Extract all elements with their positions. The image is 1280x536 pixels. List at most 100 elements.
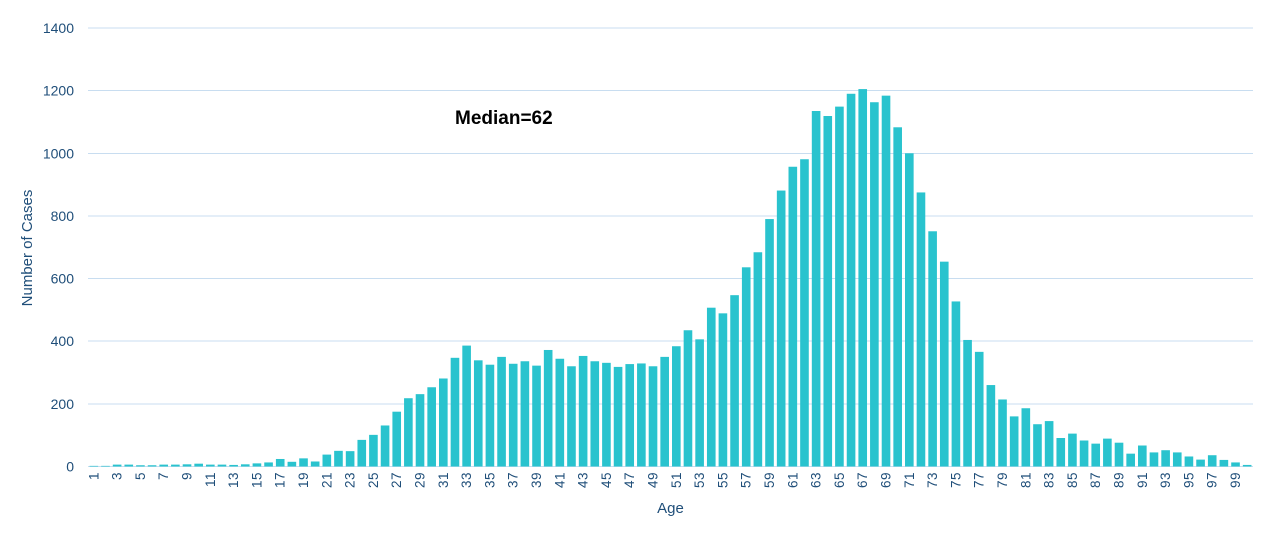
x-tick-label: 41 xyxy=(552,472,567,488)
bar xyxy=(1126,453,1135,467)
bar xyxy=(1161,450,1170,467)
x-tick-label: 33 xyxy=(459,472,474,488)
bar xyxy=(147,465,157,467)
x-tick-label: 37 xyxy=(506,472,521,488)
bar xyxy=(1056,438,1066,467)
x-tick-label: 45 xyxy=(599,472,614,488)
bar xyxy=(508,363,518,467)
bar xyxy=(473,360,483,467)
x-tick-label: 9 xyxy=(180,472,195,480)
bar xyxy=(345,451,355,467)
x-tick-label: 15 xyxy=(249,472,264,488)
bar xyxy=(89,465,99,467)
x-tick-label: 87 xyxy=(1088,472,1103,488)
x-tick-label: 91 xyxy=(1135,472,1150,488)
bar xyxy=(753,252,763,467)
bar xyxy=(194,463,203,467)
bar xyxy=(1207,455,1217,467)
bar xyxy=(858,89,868,467)
bar xyxy=(439,378,448,467)
bar xyxy=(823,116,833,467)
bar xyxy=(1184,456,1194,467)
bar xyxy=(718,313,728,467)
y-tick-label: 600 xyxy=(51,271,75,287)
x-tick-label: 35 xyxy=(482,472,497,488)
bar xyxy=(695,339,704,467)
bar xyxy=(532,365,541,467)
bar xyxy=(637,363,646,467)
bar xyxy=(136,465,145,467)
y-tick-label: 400 xyxy=(51,333,75,349)
bar xyxy=(905,153,914,467)
bar xyxy=(101,465,110,467)
x-tick-label: 61 xyxy=(785,472,800,488)
bar xyxy=(660,356,669,467)
bar xyxy=(369,434,378,467)
x-tick-label: 23 xyxy=(343,472,358,488)
bar xyxy=(963,339,972,467)
x-axis-title: Age xyxy=(657,500,684,517)
x-tick-label: 67 xyxy=(855,472,870,488)
bar xyxy=(706,307,716,467)
bar xyxy=(124,464,134,467)
x-tick-label: 99 xyxy=(1228,472,1243,488)
bar xyxy=(1219,459,1229,467)
bar xyxy=(1033,424,1042,467)
bar xyxy=(986,385,996,467)
x-tick-label: 95 xyxy=(1181,472,1196,488)
x-tick-label: 7 xyxy=(156,472,171,480)
bar xyxy=(310,461,320,467)
bar xyxy=(567,366,576,467)
bar xyxy=(322,454,332,467)
bar xyxy=(765,219,774,467)
bar xyxy=(870,102,879,467)
bar xyxy=(171,464,180,467)
bar xyxy=(1044,421,1054,467)
bar xyxy=(741,267,751,467)
bar xyxy=(404,398,413,467)
bar xyxy=(1231,462,1240,467)
bar xyxy=(998,399,1007,467)
x-tick-label: 13 xyxy=(226,472,241,488)
x-tick-label: 83 xyxy=(1042,472,1057,488)
x-tick-label: 57 xyxy=(739,472,754,488)
bar xyxy=(590,361,600,467)
bar xyxy=(380,425,390,467)
bar xyxy=(835,106,844,467)
y-tick-label: 1400 xyxy=(43,20,74,36)
bar xyxy=(846,93,856,467)
x-tick-label: 43 xyxy=(576,472,591,488)
bar xyxy=(730,295,739,467)
bar xyxy=(1021,408,1031,467)
bar xyxy=(916,192,926,467)
bar xyxy=(462,345,471,467)
x-tick-label: 97 xyxy=(1205,472,1220,488)
y-tick-label: 1200 xyxy=(43,83,74,99)
x-tick-label: 79 xyxy=(995,472,1010,488)
bar xyxy=(881,95,891,467)
x-tick-label: 21 xyxy=(319,472,334,488)
bar xyxy=(974,351,984,467)
bar xyxy=(334,450,343,467)
bar xyxy=(1103,438,1112,467)
bar xyxy=(613,366,623,467)
x-tick-label: 63 xyxy=(809,472,824,488)
bar xyxy=(520,361,530,467)
x-tick-label: 39 xyxy=(529,472,544,488)
x-tick-label: 51 xyxy=(669,472,684,488)
bar xyxy=(415,394,425,467)
bar xyxy=(275,458,285,467)
y-axis-title: Number of Cases xyxy=(19,189,36,307)
bar xyxy=(683,330,693,467)
bar xyxy=(1196,459,1205,467)
bar xyxy=(1242,464,1252,467)
x-tick-label: 53 xyxy=(692,472,707,488)
bar xyxy=(893,127,902,467)
bar xyxy=(252,463,262,467)
x-tick-label: 55 xyxy=(715,472,730,488)
x-tick-label: 69 xyxy=(879,472,894,488)
bar xyxy=(939,261,949,467)
bar xyxy=(392,411,402,467)
